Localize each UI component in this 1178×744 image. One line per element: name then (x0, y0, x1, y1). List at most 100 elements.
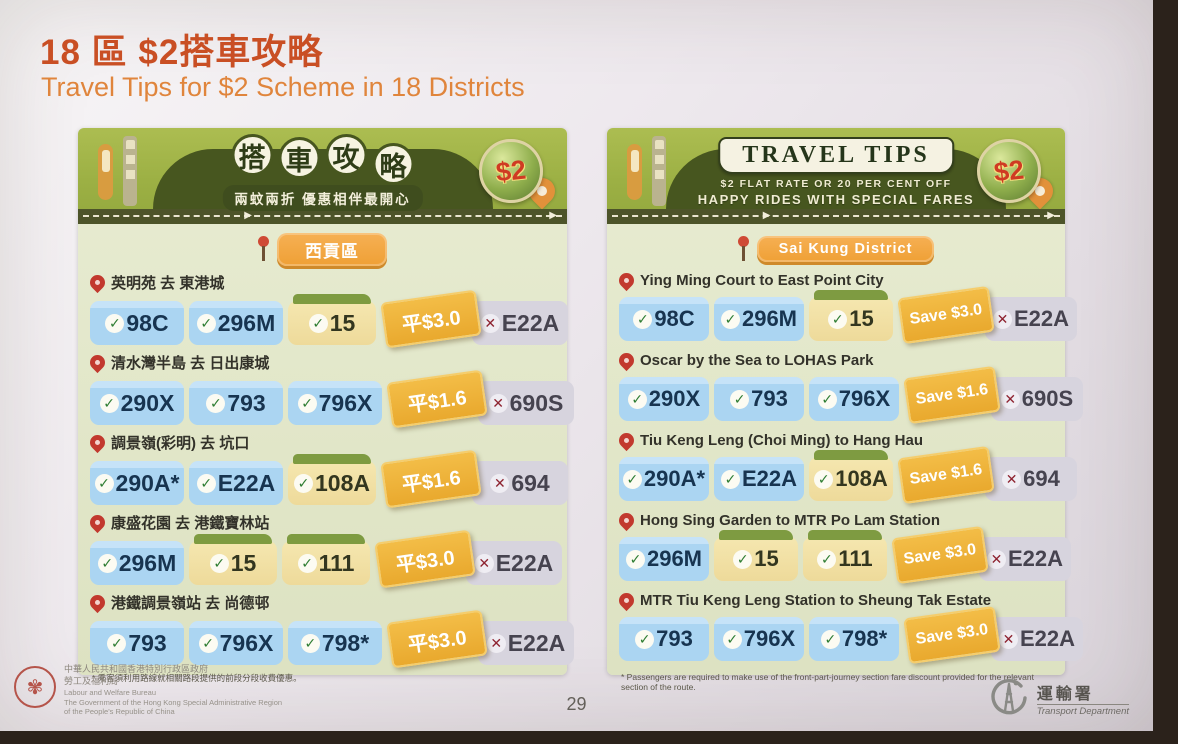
check-icon (820, 629, 840, 649)
route-label: 調景嶺(彩明) 去 坑口 (111, 435, 250, 452)
location-pin-icon (615, 429, 638, 452)
bus-badge: 296M (189, 301, 283, 350)
check-icon (814, 469, 834, 489)
excluded-bus-badge: E22A (466, 541, 562, 590)
gov-emblem-icon: ✾ (14, 666, 56, 709)
excluded-bus-badge: E22A (991, 617, 1083, 666)
route-row: Oscar by the Sea to LOHAS Park 290X 793 … (615, 348, 1083, 428)
location-pin-icon (86, 591, 109, 614)
bus-badge: 793 (189, 381, 283, 430)
road-arrow-icon: ▶ (762, 210, 771, 221)
district-badge-row: 西貢區 (78, 232, 567, 266)
title-char: 車 (278, 137, 320, 179)
excluded-bus-badge: E22A (472, 301, 568, 350)
panel-header-chinese: 搭 車 攻 略 兩蚊兩折 優惠相伴最開心 $2 ▶ ▶ (78, 128, 567, 224)
cross-icon (474, 553, 494, 573)
fare-ticket-badge: 平$3.0 (380, 289, 482, 349)
minibus-badge: 15 (189, 534, 277, 590)
route-row: Hong Sing Garden to MTR Po Lam Station 2… (615, 508, 1071, 588)
route-label: Tiu Keng Leng (Choi Ming) to Hang Hau (640, 432, 924, 449)
cross-icon (488, 393, 508, 413)
check-icon (817, 389, 837, 409)
road-divider: ▶ ▶ (607, 209, 1065, 224)
coin-icon: $2 (977, 139, 1041, 203)
route-row: Tiu Keng Leng (Choi Ming) to Hang Hau 29… (615, 428, 1077, 508)
district-badge: 西貢區 (277, 232, 387, 266)
excluded-bus-badge: 690S (478, 381, 574, 430)
check-icon (107, 633, 127, 653)
check-icon (720, 309, 740, 329)
route-row: Ying Ming Court to East Point City 98C 2… (615, 268, 1077, 348)
location-pin-icon (615, 269, 638, 292)
gov-line: The Government of the Hong Kong Special … (64, 697, 283, 707)
route-list: Ying Ming Court to East Point City 98C 2… (607, 266, 1083, 668)
panel-header-english: TRAVEL TIPS $2 FLAT RATE OR 20 PER CENT … (607, 128, 1065, 224)
bus-badge: 793 (619, 617, 709, 666)
route-row: 英明苑 去 東港城 98C 296M 15 平$3.0 E22A (86, 268, 568, 350)
bus-badge: 296M (714, 297, 804, 346)
fare-ticket-badge: Save $1.6 (897, 445, 995, 505)
bus-badge: 796X (189, 621, 283, 670)
cross-icon (998, 629, 1018, 649)
check-icon (828, 309, 848, 329)
fare-ticket-badge: Save $3.0 (891, 525, 989, 585)
footnote: * 乘客須利用路線就相關路段提供的前段分段收費優惠。 (92, 673, 302, 683)
gov-line: Labour and Welfare Bureau (64, 687, 157, 697)
bus-badge: 793 (714, 377, 804, 426)
location-pin-icon (615, 349, 638, 372)
bus-badge: E22A (714, 457, 804, 506)
panel-tagline: $2 FLAT RATE OR 20 PER CENT OFF HAPPY RI… (698, 178, 974, 209)
route-label: 康盛花園 去 港鐵寶林站 (111, 515, 270, 532)
route-row: MTR Tiu Keng Leng Station to Sheung Tak … (615, 588, 1083, 668)
check-icon (300, 633, 320, 653)
check-icon (105, 313, 125, 333)
bus-badge: 796X (809, 377, 899, 426)
bus-badge: 290X (90, 381, 184, 430)
td-logo-icon (991, 678, 1027, 715)
location-pin-icon (86, 271, 109, 294)
pushpin-icon (737, 236, 749, 262)
minibus-badge: 111 (282, 534, 370, 590)
cross-icon (480, 313, 500, 333)
traffic-light-icon (98, 136, 150, 208)
panel-chinese: 搭 車 攻 略 兩蚊兩折 優惠相伴最開心 $2 ▶ ▶ 西貢區 英明苑 去 東港… (78, 128, 574, 683)
tagline-line-2: HAPPY RIDES WITH SPECIAL FARES (697, 191, 975, 207)
coin-amount: $2 (494, 154, 528, 187)
fare-ticket-badge: 平$3.0 (386, 609, 488, 669)
check-icon (635, 629, 655, 649)
check-icon (206, 393, 226, 413)
bus-badge: 98C (90, 301, 184, 350)
title-char: 攻 (325, 134, 367, 176)
route-row: 清水灣半島 去 日出康城 290X 793 796X 平$1.6 690S (86, 348, 574, 430)
check-icon (94, 473, 114, 493)
fare-ticket-badge: Save $1.6 (903, 365, 1001, 425)
cross-icon (1002, 469, 1022, 489)
road-arrow-icon: ▶ (1047, 210, 1055, 221)
check-icon (196, 473, 216, 493)
check-icon (817, 549, 837, 569)
check-icon (99, 393, 119, 413)
district-badge: Sai Kung District (756, 236, 935, 262)
check-icon (196, 313, 216, 333)
excluded-bus-badge: 690S (991, 377, 1083, 426)
route-label: Ying Ming Court to East Point City (640, 272, 884, 289)
td-branding: 運輸署 Transport Department (988, 677, 1129, 719)
bus-badge: 290X (619, 377, 709, 426)
excluded-bus-badge: 694 (985, 457, 1077, 506)
bus-badge: 296M (90, 541, 184, 590)
minibus-badge: 111 (803, 530, 887, 586)
check-icon (627, 389, 647, 409)
title-char: 搭 (231, 134, 273, 176)
cross-icon (1000, 389, 1020, 409)
td-name-english: Transport Department (1036, 703, 1129, 717)
bus-badge: 793 (90, 621, 184, 670)
route-label: Oscar by the Sea to LOHAS Park (640, 352, 874, 369)
check-icon (297, 393, 317, 413)
route-row: 康盛花園 去 港鐵寶林站 296M 15 111 平$3.0 E22A (86, 508, 562, 590)
fare-ticket-badge: Save $3.0 (897, 285, 995, 345)
cross-icon (486, 633, 506, 653)
bus-badge: 798* (288, 621, 382, 670)
route-label: 英明苑 去 東港城 (111, 275, 225, 292)
gov-branding: ✾ 中華人民共和國香港特別行政區政府 勞工及福利局 Labour and Wel… (14, 664, 282, 717)
minibus-badge: 108A (288, 454, 376, 510)
